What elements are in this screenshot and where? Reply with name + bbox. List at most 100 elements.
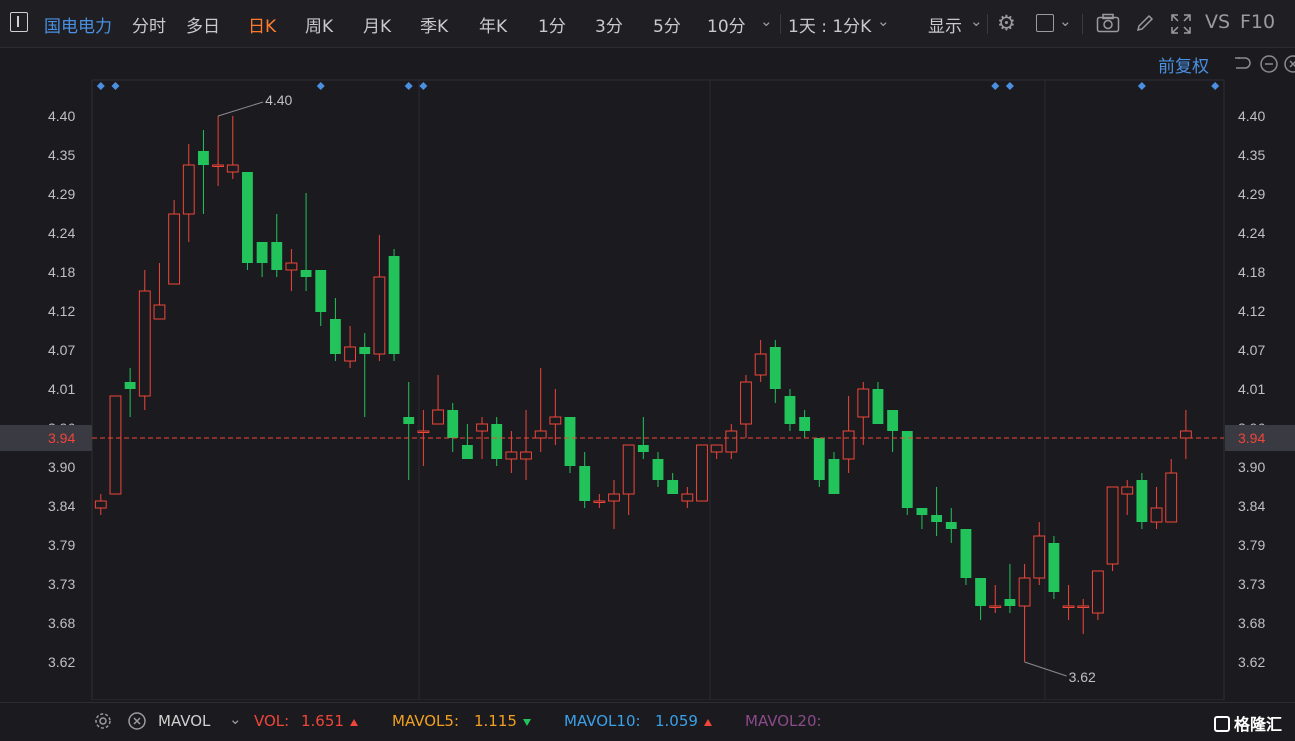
candle[interactable] xyxy=(901,431,913,515)
candle[interactable] xyxy=(1121,480,1134,515)
diamond-icon[interactable] xyxy=(1211,82,1220,90)
display-button[interactable]: 显示 xyxy=(928,17,962,37)
candle[interactable] xyxy=(740,375,752,438)
chevron-down-icon[interactable]: ⌄ xyxy=(970,12,983,30)
candle[interactable] xyxy=(696,444,708,502)
close-circle-icon[interactable] xyxy=(127,711,147,731)
candle[interactable] xyxy=(931,487,943,536)
candle[interactable] xyxy=(388,249,400,361)
candle[interactable] xyxy=(842,396,855,473)
f10-button[interactable]: F10 xyxy=(1240,11,1276,33)
page-icon[interactable] xyxy=(10,12,28,32)
candle[interactable] xyxy=(344,326,356,368)
diamond-icon[interactable] xyxy=(111,82,120,90)
tab-month-k[interactable]: 月K xyxy=(363,17,392,37)
diamond-icon[interactable] xyxy=(419,82,428,90)
candle[interactable] xyxy=(520,410,532,480)
candle[interactable] xyxy=(285,249,298,291)
candle[interactable] xyxy=(300,193,312,291)
diamond-icon[interactable] xyxy=(316,82,325,90)
candle[interactable] xyxy=(945,508,957,543)
candle[interactable] xyxy=(784,389,796,431)
square-icon[interactable] xyxy=(1036,14,1054,32)
candle[interactable] xyxy=(754,340,767,382)
candle[interactable] xyxy=(667,473,679,494)
candle[interactable] xyxy=(432,375,444,425)
diamond-icon[interactable] xyxy=(991,82,1000,90)
candlestick-chart[interactable]: 4.40 4.40 4.35 4.35 4.29 4.29 4.24 4.24 4.18 4.18… xyxy=(0,0,1295,700)
candle[interactable] xyxy=(1150,487,1163,529)
gear-icon[interactable] xyxy=(93,711,113,731)
close-circle-icon[interactable] xyxy=(1283,54,1295,74)
undo-icon[interactable] xyxy=(1232,54,1252,74)
candle[interactable] xyxy=(447,403,459,452)
candles[interactable] xyxy=(94,116,1192,662)
stock-name[interactable]: 国电电力 xyxy=(44,17,112,37)
candle[interactable] xyxy=(153,263,166,320)
tab-fenshi[interactable]: 分时 xyxy=(132,17,166,37)
candle[interactable] xyxy=(109,395,122,495)
interval-selector[interactable]: 1天 : 1分K xyxy=(788,17,872,37)
chevron-down-icon[interactable]: ⌄ xyxy=(760,12,773,30)
candle[interactable] xyxy=(579,452,591,508)
chevron-down-icon[interactable]: ⌄ xyxy=(877,12,890,30)
candle[interactable] xyxy=(476,417,488,459)
candle[interactable] xyxy=(1136,473,1148,529)
candle[interactable] xyxy=(329,298,341,361)
candle[interactable] xyxy=(887,410,899,452)
candle[interactable] xyxy=(1018,564,1031,662)
candle[interactable] xyxy=(681,487,694,508)
candle[interactable] xyxy=(593,494,606,508)
candle[interactable] xyxy=(813,438,825,487)
tab-5min[interactable]: 5分 xyxy=(653,17,681,37)
candle[interactable] xyxy=(637,417,649,459)
tab-quarter-k[interactable]: 季K xyxy=(420,17,449,37)
candle[interactable] xyxy=(182,144,195,242)
candle[interactable] xyxy=(769,340,781,403)
candle[interactable] xyxy=(608,480,620,529)
candle[interactable] xyxy=(975,578,987,620)
candle[interactable] xyxy=(403,382,415,480)
candle[interactable] xyxy=(1106,486,1119,571)
candle[interactable] xyxy=(1048,536,1060,599)
candle[interactable] xyxy=(549,389,562,445)
candle[interactable] xyxy=(242,172,253,270)
candle[interactable] xyxy=(198,130,209,214)
diamond-icon[interactable] xyxy=(404,82,413,90)
candle[interactable] xyxy=(828,452,840,494)
candle[interactable] xyxy=(872,382,884,424)
candle[interactable] xyxy=(1033,522,1046,585)
candle[interactable] xyxy=(359,333,371,417)
candle[interactable] xyxy=(799,410,811,438)
candle[interactable] xyxy=(1004,564,1016,613)
tab-3min[interactable]: 3分 xyxy=(595,17,623,37)
diamond-icon[interactable] xyxy=(1005,82,1014,90)
candle[interactable] xyxy=(1077,599,1090,634)
chevron-down-icon[interactable]: ⌄ xyxy=(1059,12,1072,30)
candle[interactable] xyxy=(226,116,239,179)
candle[interactable] xyxy=(916,508,928,529)
candle[interactable] xyxy=(1165,459,1178,523)
minus-circle-icon[interactable] xyxy=(1259,54,1279,74)
event-markers[interactable] xyxy=(96,82,1220,90)
candle[interactable] xyxy=(989,585,1002,613)
candle[interactable] xyxy=(315,270,327,326)
candle[interactable] xyxy=(960,529,972,585)
candle[interactable] xyxy=(491,417,503,466)
candle[interactable] xyxy=(710,444,723,459)
candle[interactable] xyxy=(1179,410,1192,459)
candle[interactable] xyxy=(534,368,547,452)
tab-week-k[interactable]: 周K xyxy=(305,17,334,37)
candle[interactable] xyxy=(373,235,386,361)
vs-button[interactable]: VS xyxy=(1205,11,1231,33)
camera-icon[interactable] xyxy=(1096,13,1120,33)
pencil-icon[interactable] xyxy=(1135,13,1155,33)
tab-10min[interactable]: 10分 xyxy=(707,17,746,37)
candle[interactable] xyxy=(124,368,136,417)
tab-day-k[interactable]: 日K xyxy=(248,17,277,37)
candle[interactable] xyxy=(652,452,664,487)
candle[interactable] xyxy=(168,200,181,285)
candle[interactable] xyxy=(1062,585,1075,620)
tab-1min[interactable]: 1分 xyxy=(538,17,566,37)
candle[interactable] xyxy=(256,242,268,277)
